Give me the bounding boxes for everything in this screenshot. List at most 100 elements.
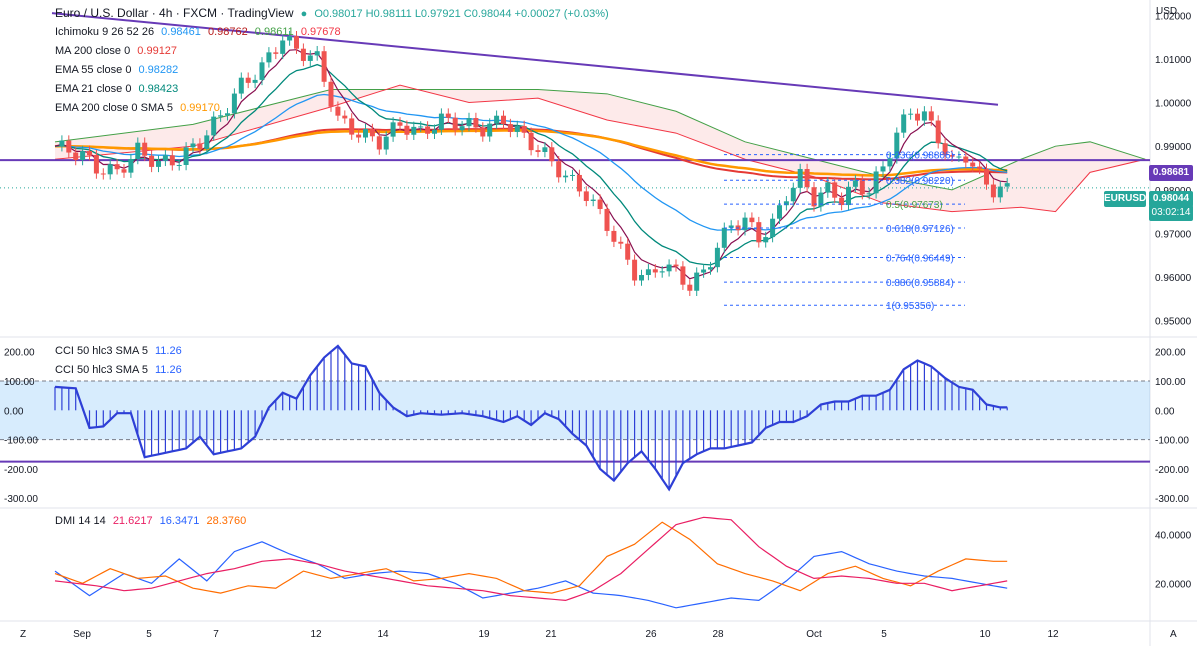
candle-body [604, 208, 610, 231]
candle-body [728, 225, 734, 228]
candle-body [266, 52, 272, 63]
price-tick-label: 1.02000 [1155, 11, 1192, 22]
candle-body [259, 62, 265, 80]
candle-body [790, 187, 796, 202]
di-minus-line [54, 521, 1008, 594]
fib-level-label: 0.236(0.98806) [886, 151, 954, 162]
currency-label[interactable]: USD [1156, 6, 1178, 17]
candle-body [80, 151, 86, 160]
candle-body [894, 132, 900, 159]
adx-line [54, 516, 1008, 602]
ichimoku-value-4: 0.97678 [300, 26, 341, 38]
cci-tick-label-left: 0.00 [4, 406, 24, 417]
candle-body [535, 150, 541, 153]
candle-body [915, 113, 920, 121]
candle-body [445, 113, 451, 118]
candle-body [749, 217, 755, 223]
candle-body [514, 125, 520, 132]
candle-body [328, 81, 334, 107]
candle-body [873, 171, 879, 194]
cci-label-1: CCI 50 hlc3 SMA 5 [55, 345, 148, 357]
candle-body [859, 180, 865, 195]
candle-body [701, 269, 707, 273]
candle-body [797, 169, 803, 188]
candle-body [231, 93, 237, 114]
candle-body [376, 136, 382, 150]
time-tick-label: 14 [377, 629, 389, 640]
time-tick-label: 10 [979, 629, 991, 640]
candle-body [480, 127, 486, 137]
candle-body [742, 217, 748, 231]
fib-level-label: 0.618(0.97126) [886, 224, 954, 235]
candle-body [114, 164, 120, 170]
candle-body [87, 151, 92, 156]
symbol-title[interactable]: Euro / U.S. Dollar · 4h · FXCM · Trading… [55, 6, 294, 20]
candle-body [438, 113, 444, 130]
fib-level-label: 0.764(0.96449) [886, 253, 954, 264]
candle-body [169, 155, 175, 166]
candle-body [225, 113, 230, 116]
ma200-legend[interactable]: MA 200 close 0 0.99127 [55, 44, 181, 58]
candle-body [556, 161, 562, 178]
candle-body [156, 160, 161, 167]
candle-body [142, 142, 148, 156]
ichimoku-value-1: 0.98461 [161, 26, 201, 38]
candle-body [597, 199, 603, 209]
cci-pane [0, 344, 1150, 492]
ema21-label: EMA 21 close 0 [55, 83, 132, 95]
candle-body [93, 155, 99, 174]
candle-body [176, 164, 182, 166]
cci-tick-label: -200.00 [1155, 465, 1189, 476]
di-plus-line [54, 541, 1008, 609]
cci-tick-label-left: 200.00 [4, 348, 35, 359]
candle-body [928, 111, 934, 121]
z-icon[interactable]: Z [20, 629, 27, 640]
fibonacci-retracement: 0.236(0.98806) 0.382(0.98220) 0.5(0.97673)… [724, 151, 965, 312]
candle-body [528, 132, 534, 151]
kijun-line [54, 49, 1008, 280]
cci-legend-1[interactable]: CCI 50 hlc3 SMA 5 11.26 [55, 344, 186, 358]
fib-level-label: 1(0.95356) [886, 301, 934, 312]
candle-body [542, 147, 548, 153]
ichimoku-value-3: 0.98611 [254, 26, 294, 38]
candle-body [977, 166, 983, 169]
candle-body [611, 230, 617, 242]
candle-body [107, 164, 113, 175]
candle-body [997, 186, 1003, 198]
candle-body [811, 187, 817, 207]
a-icon[interactable]: A [1170, 629, 1177, 640]
ema200-legend[interactable]: EMA 200 close 0 SMA 5 0.99170 [55, 101, 224, 115]
ichimoku-legend[interactable]: Ichimoku 9 26 52 26 0.98461 0.98762 0.98… [55, 25, 345, 39]
ema200-value: 0.99170 [180, 102, 220, 114]
cci-tick-label: 100.00 [1155, 377, 1186, 388]
cci-legend-2[interactable]: CCI 50 hlc3 SMA 5 11.26 [55, 363, 186, 377]
time-tick-label: 7 [213, 629, 219, 640]
candle-body [501, 115, 506, 125]
candle-body [287, 36, 293, 41]
candle-body [777, 205, 782, 219]
candle-body [507, 124, 513, 132]
time-tick-label: 21 [545, 629, 557, 640]
candle-body [866, 193, 872, 195]
candle-body [342, 115, 348, 119]
candle-body [369, 128, 375, 137]
ema21-legend[interactable]: EMA 21 close 0 0.98423 [55, 82, 182, 96]
candle-body [218, 115, 224, 117]
candle-body [135, 142, 141, 159]
candle-body [473, 118, 479, 128]
time-tick-label: 12 [310, 629, 322, 640]
candle-body [680, 266, 686, 285]
candle-body [984, 168, 989, 185]
ema55-legend[interactable]: EMA 55 close 0 0.98282 [55, 63, 182, 77]
candle-body [459, 126, 465, 131]
dmi-legend[interactable]: DMI 14 14 21.6217 16.3471 28.3760 [55, 514, 250, 528]
ema55-line [54, 93, 1008, 231]
ma200-value: 0.99127 [137, 45, 178, 57]
candle-body [963, 156, 969, 163]
candle-body [694, 272, 700, 291]
candle-body [245, 77, 251, 83]
candle-body [73, 152, 79, 160]
cci-tick-label: -300.00 [1155, 494, 1189, 505]
dmi-value-2: 16.3471 [159, 515, 200, 527]
